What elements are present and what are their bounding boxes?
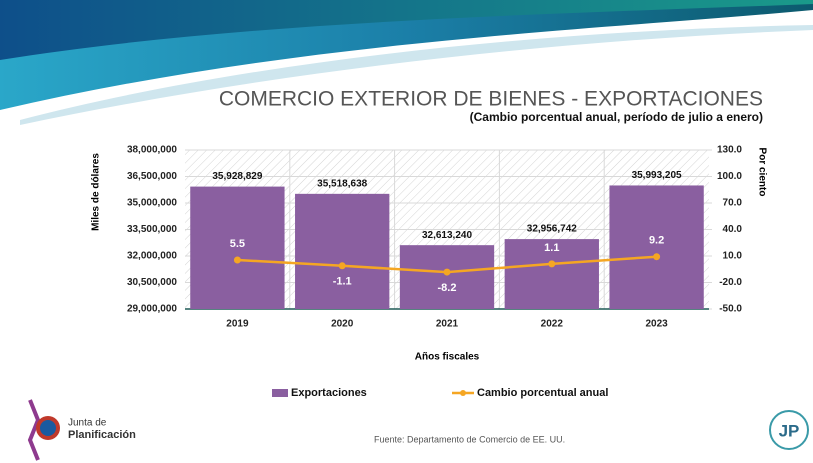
bar: [609, 185, 704, 309]
logo-text: Planificación: [68, 429, 136, 441]
line-point: [338, 262, 346, 270]
y-tick-label: 38,000,000: [127, 145, 177, 156]
y2-tick-label: 130.0: [717, 145, 742, 156]
legend-swatch: [272, 389, 288, 397]
logo-text: Junta de: [68, 418, 107, 429]
y-axis-label: Miles de dólares: [91, 153, 102, 231]
source: Fuente: Departamento de Comercio de EE. …: [374, 434, 565, 444]
bar-value-label: 35,928,829: [212, 171, 262, 182]
x-tick-label: 2019: [226, 319, 249, 330]
legend-swatch: [460, 390, 466, 396]
line-value-label: 5.5: [230, 238, 245, 250]
y2-tick-label: 100.0: [717, 171, 742, 182]
legend-label: Exportaciones: [291, 387, 367, 399]
chart-subtitle: (Cambio porcentual anual, período de jul…: [470, 110, 763, 124]
line-value-label: -8.2: [438, 282, 457, 294]
x-tick-label: 2020: [331, 319, 354, 330]
y-tick-label: 36,500,000: [127, 171, 177, 182]
bar: [504, 239, 599, 309]
bar: [295, 193, 390, 309]
bar-value-label: 32,613,240: [422, 230, 472, 241]
bar: [190, 186, 285, 309]
line-value-label: 1.1: [544, 242, 559, 254]
x-tick-label: 2023: [645, 319, 668, 330]
y2-tick-label: -50.0: [719, 304, 742, 315]
header-wave: [0, 0, 813, 60]
line-point: [548, 260, 556, 268]
line-value-label: 9.2: [649, 235, 664, 247]
bar-value-label: 35,993,205: [632, 170, 682, 181]
legend-label: Cambio porcentual anual: [477, 387, 608, 399]
y-tick-label: 29,000,000: [127, 304, 177, 315]
chart-title: COMERCIO EXTERIOR DE BIENES - EXPORTACIO…: [219, 88, 763, 111]
x-tick-label: 2022: [541, 319, 564, 330]
y-tick-label: 32,000,000: [127, 251, 177, 262]
bar: [399, 245, 495, 309]
bar-value-label: 35,518,638: [317, 178, 367, 189]
bar-value-label: 32,956,742: [527, 224, 577, 235]
y-tick-label: 33,500,000: [127, 224, 177, 235]
y2-tick-label: 70.0: [723, 198, 743, 209]
jp-logo: JP: [769, 410, 809, 450]
logo: Junta de Planificación: [27, 399, 136, 461]
y2-tick-label: -20.0: [719, 277, 742, 288]
y2-tick-label: 10.0: [723, 251, 743, 262]
line-point: [653, 253, 661, 261]
y2-tick-label: 40.0: [723, 224, 743, 235]
y2-axis-label: Por ciento: [756, 148, 767, 197]
y-tick-label: 30,500,000: [127, 277, 177, 288]
line-point: [233, 256, 241, 264]
x-axis-label: Años fiscales: [415, 352, 480, 363]
line-point: [443, 268, 451, 276]
jp-logo-text: JP: [779, 421, 800, 440]
y-tick-label: 35,000,000: [127, 198, 177, 209]
x-tick-label: 2021: [436, 319, 459, 330]
line-value-label: -1.1: [333, 276, 352, 288]
